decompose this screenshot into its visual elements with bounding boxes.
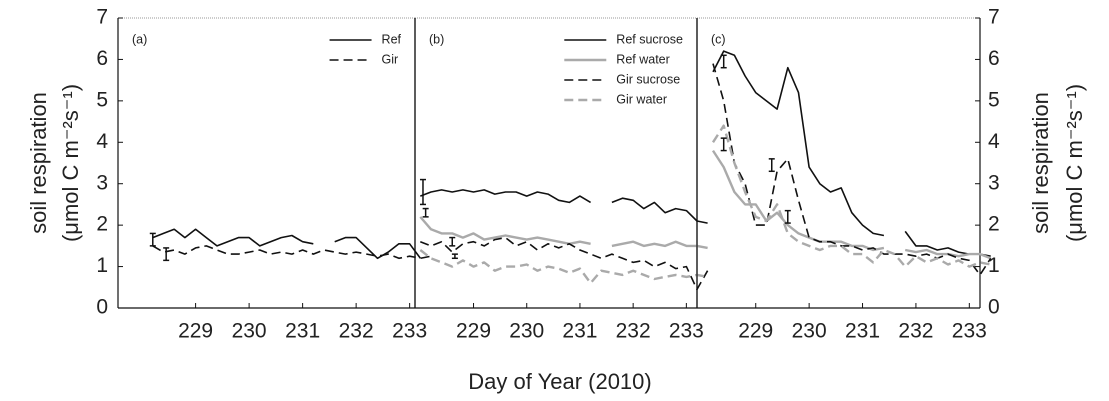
y-tick-label: 5 [988,88,1000,111]
series-line [152,228,422,260]
legend-label: Ref sucrose [616,32,683,46]
x-tick-label: 231 [285,320,320,343]
legend-label: Gir sucrose [616,72,680,86]
series-line [712,50,991,257]
y-tick-label: 7 [988,6,1000,29]
y-tick-label: 6 [96,47,108,70]
error-bar [149,232,156,247]
x-tick-label: 230 [232,320,267,343]
y-tick-label: 5 [96,88,108,111]
error-bar [422,207,429,218]
y-tick-label: 4 [96,130,108,153]
x-axis-label: Day of Year (2010) [468,369,651,394]
x-tick-label: 232 [898,320,933,343]
panel-label: (a) [132,32,147,46]
error-bar [784,209,791,224]
series-line [420,189,708,224]
x-tick-label: 231 [845,320,880,343]
series-line [712,63,992,276]
x-tick-label: 230 [792,320,827,343]
error-bar [449,236,456,247]
series-line [711,124,991,268]
error-bar [768,158,775,173]
y-tick-label: 3 [96,171,108,194]
panel-label: (b) [429,32,444,46]
panel-label: (c) [711,32,726,46]
y-tick-label: 4 [988,130,1000,153]
series-line [152,245,432,260]
y-axis-label: soil respiration [26,92,51,234]
y-axis-label: (μmol C m⁻²s⁻¹) [58,84,83,242]
y-axis-label: (μmol C m⁻²s⁻¹) [1062,84,1087,242]
x-tick-label: 231 [562,320,597,343]
x-tick-label: 229 [738,320,773,343]
legend-label: Gir water [616,92,667,106]
series-line [420,236,709,291]
series-line [711,149,992,260]
y-tick-label: 0 [96,296,108,319]
error-bar [720,137,727,152]
x-tick-label: 232 [339,320,374,343]
error-bar [451,253,458,260]
x-tick-label: 233 [669,320,704,343]
y-axis-label: soil respiration [1028,92,1053,234]
error-bar [163,247,170,262]
x-tick-label: 229 [178,320,213,343]
x-tick-label: 233 [392,320,427,343]
y-tick-label: 2 [988,213,1000,236]
y-tick-label: 6 [988,47,1000,70]
y-tick-label: 2 [96,213,108,236]
series-line [419,216,708,250]
legend-label: Ref water [616,52,670,66]
y-tick-label: 1 [988,254,1000,277]
error-bar [720,54,727,69]
y-tick-label: 7 [96,6,108,29]
y-tick-label: 3 [988,171,1000,194]
x-tick-label: 232 [616,320,651,343]
y-tick-label: 1 [96,254,108,277]
x-tick-label: 233 [952,320,987,343]
x-tick-label: 230 [509,320,544,343]
legend-label: Gir [382,52,399,66]
y-tick-label: 0 [988,296,1000,319]
series-line [419,249,708,285]
error-bar [419,178,426,206]
legend-label: Ref [382,32,402,46]
x-tick-label: 229 [456,320,491,343]
